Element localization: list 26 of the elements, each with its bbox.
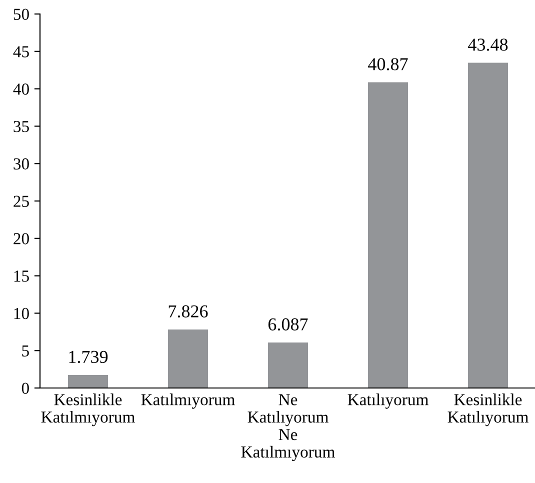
y-tick-label: 40 [13,84,29,95]
y-tick-label: 20 [14,233,29,244]
y-tick-label: 15 [14,270,29,282]
data-label: 7.826 [168,305,208,318]
data-label: 43.48 [468,38,508,51]
bar [68,374,108,388]
y-tick-label: 45 [13,46,29,58]
y-tick-label: 50 [14,8,29,20]
x-tick-label: Katılıyorum [348,394,428,409]
bar [468,62,508,388]
y-tick-label: 35 [14,120,29,132]
x-tick-label: Ne Katılıyorum Ne Katılmıyorum [241,394,335,462]
y-tick-label: 30 [14,158,29,170]
x-tick-label: Kesinlikle Katılıyorum [448,394,528,426]
bar [168,329,208,388]
y-tick-label: 5 [22,345,29,357]
data-label: 40.87 [368,58,408,70]
y-tick-label: 25 [14,196,29,207]
y-tick-label: 10 [14,308,29,320]
x-tick-label: Kesinlikle Katılmıyorum [41,394,135,426]
bar [268,342,308,388]
data-label: 6.087 [268,318,308,331]
x-tick-label: Katılmıyorum [141,394,235,409]
y-tick-label: 0 [22,382,29,394]
bar [368,82,408,388]
data-label: 1.739 [69,350,108,364]
